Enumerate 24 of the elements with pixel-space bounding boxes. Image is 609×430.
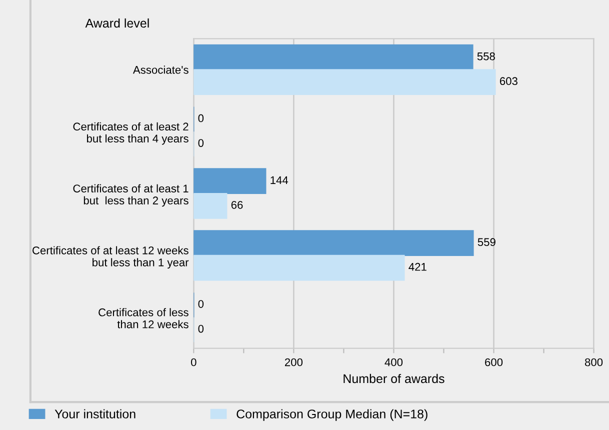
y-axis-title: Award level [85, 18, 149, 28]
data-label: 559 [478, 238, 496, 246]
y-tick-label: Certificates of at least 1 but less than 2 years [73, 184, 188, 207]
x-tick-label: 400 [384, 358, 403, 366]
x-tick-label: 800 [584, 358, 603, 366]
x-axis-title: Number of awards [344, 374, 444, 384]
y-tick-label: Certificates of at least 2 but less than 4 years [73, 122, 188, 145]
data-label: 603 [500, 77, 518, 86]
data-label: 0 [198, 300, 204, 308]
data-label: 421 [408, 262, 426, 271]
data-label: 0 [198, 139, 204, 147]
y-tick-label: Associate's [132, 66, 188, 74]
y-tick-label: Certificates of at least 12 weeks but less than 1 year [32, 246, 189, 269]
legend-label: Your institution [54, 409, 136, 418]
y-tick-label: Certificates of less than 12 weeks [98, 308, 188, 328]
data-label: 0 [198, 114, 204, 122]
data-label: 0 [198, 324, 204, 333]
x-tick-label: 200 [284, 358, 303, 366]
data-label: 66 [231, 201, 243, 209]
legend-label: Comparison Group Median (N=18) [236, 409, 428, 421]
data-label: 558 [477, 52, 495, 60]
data-label: 144 [270, 176, 288, 184]
x-tick-label: 0 [191, 358, 196, 366]
x-tick-label: 600 [485, 358, 503, 366]
